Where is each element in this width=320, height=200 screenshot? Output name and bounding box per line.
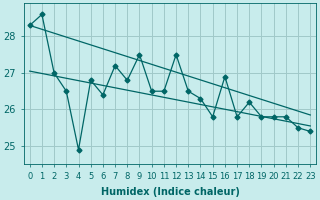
X-axis label: Humidex (Indice chaleur): Humidex (Indice chaleur) xyxy=(100,187,239,197)
